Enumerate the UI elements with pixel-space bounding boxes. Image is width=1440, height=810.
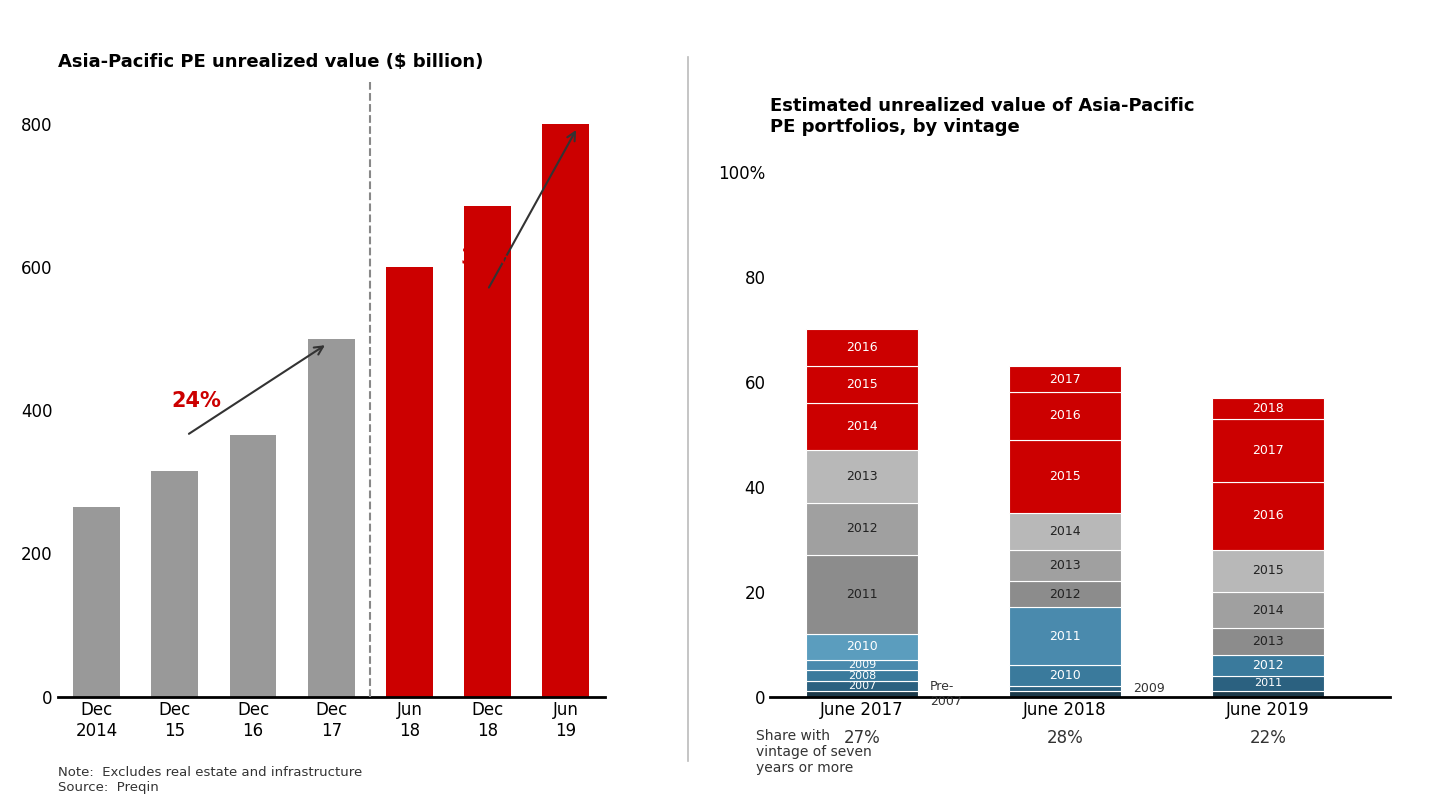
Text: 2012: 2012 bbox=[845, 522, 877, 535]
Text: 2011: 2011 bbox=[1048, 629, 1080, 643]
Bar bbox=[1009, 513, 1120, 550]
Text: 2012: 2012 bbox=[1251, 659, 1283, 671]
Bar bbox=[806, 450, 917, 502]
Text: 2011: 2011 bbox=[845, 588, 877, 601]
Text: 2011: 2011 bbox=[1254, 679, 1282, 688]
Bar bbox=[1212, 654, 1323, 676]
Text: 2015: 2015 bbox=[845, 378, 877, 391]
Bar bbox=[1009, 692, 1120, 697]
Bar bbox=[1212, 398, 1323, 419]
Bar bbox=[386, 267, 433, 697]
Bar bbox=[806, 671, 917, 681]
Text: 2010: 2010 bbox=[1048, 669, 1080, 682]
Bar bbox=[73, 507, 120, 697]
Text: 2017: 2017 bbox=[1251, 444, 1283, 457]
Text: 2010: 2010 bbox=[845, 640, 877, 654]
Bar bbox=[1212, 591, 1323, 629]
Text: 22%: 22% bbox=[1250, 729, 1286, 747]
Text: 2016: 2016 bbox=[845, 341, 877, 354]
Text: 2014: 2014 bbox=[845, 420, 877, 433]
Text: 2009: 2009 bbox=[1133, 682, 1165, 695]
Text: 2015: 2015 bbox=[1251, 565, 1283, 578]
Text: 2016: 2016 bbox=[1251, 509, 1283, 522]
Bar bbox=[1009, 392, 1120, 440]
Text: 2014: 2014 bbox=[1251, 603, 1283, 616]
Text: 2017: 2017 bbox=[1048, 373, 1080, 386]
Bar bbox=[1009, 582, 1120, 608]
Bar bbox=[806, 660, 917, 671]
Bar bbox=[1009, 665, 1120, 686]
Bar bbox=[1212, 481, 1323, 550]
Bar bbox=[229, 435, 276, 697]
Text: Asia-Pacific PE unrealized value ($ billion): Asia-Pacific PE unrealized value ($ bill… bbox=[58, 53, 482, 71]
Text: 2008: 2008 bbox=[848, 671, 876, 680]
Text: 2014: 2014 bbox=[1048, 525, 1080, 538]
Bar bbox=[1212, 692, 1323, 697]
Bar bbox=[1009, 608, 1120, 665]
Text: 2013: 2013 bbox=[1251, 635, 1283, 648]
Bar bbox=[1212, 419, 1323, 481]
Bar bbox=[1009, 366, 1120, 392]
Text: 24%: 24% bbox=[171, 390, 220, 411]
Text: Note:  Excludes real estate and infrastructure
Source:  Preqin: Note: Excludes real estate and infrastru… bbox=[58, 765, 361, 794]
Bar bbox=[806, 366, 917, 403]
Bar bbox=[806, 403, 917, 450]
Text: 2016: 2016 bbox=[1048, 409, 1080, 423]
Text: Estimated unrealized value of Asia-Pacific
PE portfolios, by vintage: Estimated unrealized value of Asia-Pacif… bbox=[770, 97, 1195, 136]
Text: 28%: 28% bbox=[1047, 729, 1083, 747]
Text: 2013: 2013 bbox=[845, 470, 877, 483]
Bar bbox=[464, 207, 511, 697]
Text: 27%: 27% bbox=[844, 729, 880, 747]
Bar bbox=[806, 692, 917, 697]
Bar bbox=[806, 555, 917, 633]
Text: 2007: 2007 bbox=[848, 681, 876, 691]
Bar bbox=[1212, 550, 1323, 591]
Bar bbox=[1009, 686, 1120, 692]
Bar bbox=[1009, 440, 1120, 513]
Bar bbox=[806, 681, 917, 692]
Text: 2018: 2018 bbox=[1251, 402, 1283, 415]
Bar bbox=[151, 471, 199, 697]
Bar bbox=[543, 124, 589, 697]
Bar bbox=[1212, 676, 1323, 692]
Text: 2012: 2012 bbox=[1048, 588, 1080, 601]
Text: 32%: 32% bbox=[461, 248, 510, 267]
Text: 2013: 2013 bbox=[1048, 559, 1080, 572]
Text: 2009: 2009 bbox=[848, 660, 876, 670]
Bar bbox=[1009, 550, 1120, 582]
Text: 2015: 2015 bbox=[1048, 470, 1080, 483]
Bar bbox=[806, 502, 917, 555]
Bar bbox=[806, 633, 917, 660]
Bar bbox=[806, 330, 917, 366]
Bar bbox=[1212, 629, 1323, 654]
Text: Share with
vintage of seven
years or more: Share with vintage of seven years or mor… bbox=[756, 729, 871, 775]
Bar bbox=[308, 339, 354, 697]
Text: Pre-
2007: Pre- 2007 bbox=[930, 680, 962, 708]
